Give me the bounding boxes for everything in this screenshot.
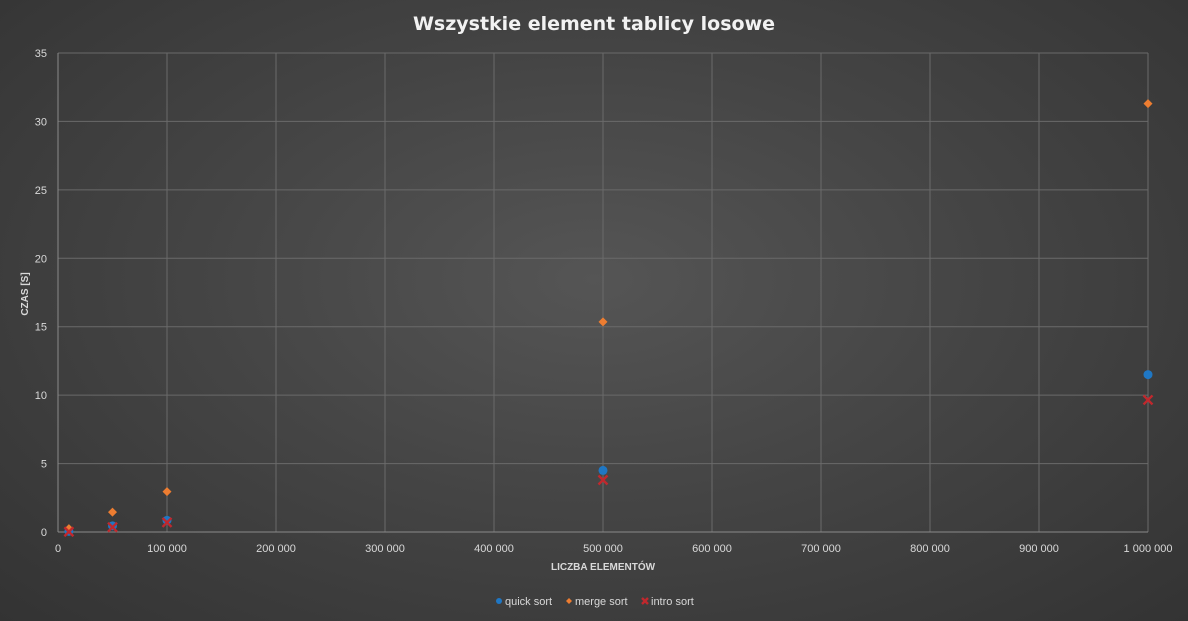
data-series [63, 99, 1154, 538]
x-tick-label: 1 000 000 [1124, 543, 1173, 555]
x-tick-label: 100 000 [147, 543, 187, 555]
legend-marker [566, 598, 572, 604]
data-point [1143, 99, 1153, 109]
chart-title: Wszystkie element tablicy losowe [413, 13, 775, 35]
x-axis-title: LICZBA ELEMENTÓW [551, 560, 656, 573]
data-point [598, 465, 608, 475]
legend-label: merge sort [575, 596, 628, 608]
x-tick-label: 500 000 [583, 543, 623, 555]
data-point [1142, 394, 1154, 406]
legend-item: merge sort [566, 596, 628, 608]
data-point [162, 487, 172, 497]
x-tick-labels: 0 100 000 200 000 300 000 400 000 500 000 600 … [55, 543, 1173, 555]
data-point [598, 317, 608, 327]
y-tick-label: 25 [35, 185, 47, 197]
y-tick-label: 10 [35, 390, 47, 402]
data-point [597, 474, 609, 486]
y-tick-label: 5 [41, 459, 47, 471]
data-point [162, 515, 172, 525]
legend: quick sort merge sort intro sort [496, 596, 694, 608]
gridlines [58, 52, 1149, 532]
y-tick-labels: 0 5 10 15 20 25 30 35 [35, 48, 47, 539]
legend-label: quick sort [505, 596, 552, 608]
data-point [107, 521, 118, 533]
x-tick-label: 400 000 [474, 543, 514, 555]
legend-marker [641, 597, 649, 605]
y-tick-label: 35 [35, 48, 47, 60]
data-point [63, 526, 75, 538]
x-tick-label: 0 [55, 543, 61, 555]
y-tick-label: 20 [35, 253, 47, 265]
legend-item: quick sort [496, 596, 552, 608]
x-tick-label: 200 000 [256, 543, 296, 555]
legend-item: intro sort [641, 596, 694, 608]
legend-label: intro sort [651, 596, 694, 608]
data-point [1143, 370, 1153, 380]
y-tick-label: 15 [35, 322, 47, 334]
x-tick-label: 800 000 [910, 543, 950, 555]
y-tick-label: 0 [41, 527, 47, 539]
y-axis-title: CZAS [S] [20, 272, 31, 315]
series-intro-sort [63, 394, 1154, 538]
y-tick-label: 30 [35, 116, 47, 128]
data-point [108, 507, 117, 517]
x-tick-label: 700 000 [801, 543, 841, 555]
data-point [161, 517, 173, 528]
legend-marker [496, 598, 502, 604]
x-tick-label: 300 000 [365, 543, 405, 555]
axes [57, 53, 1148, 533]
x-tick-label: 900 000 [1019, 543, 1059, 555]
series-merge-sort [64, 99, 1153, 534]
x-tick-label: 600 000 [692, 543, 732, 555]
